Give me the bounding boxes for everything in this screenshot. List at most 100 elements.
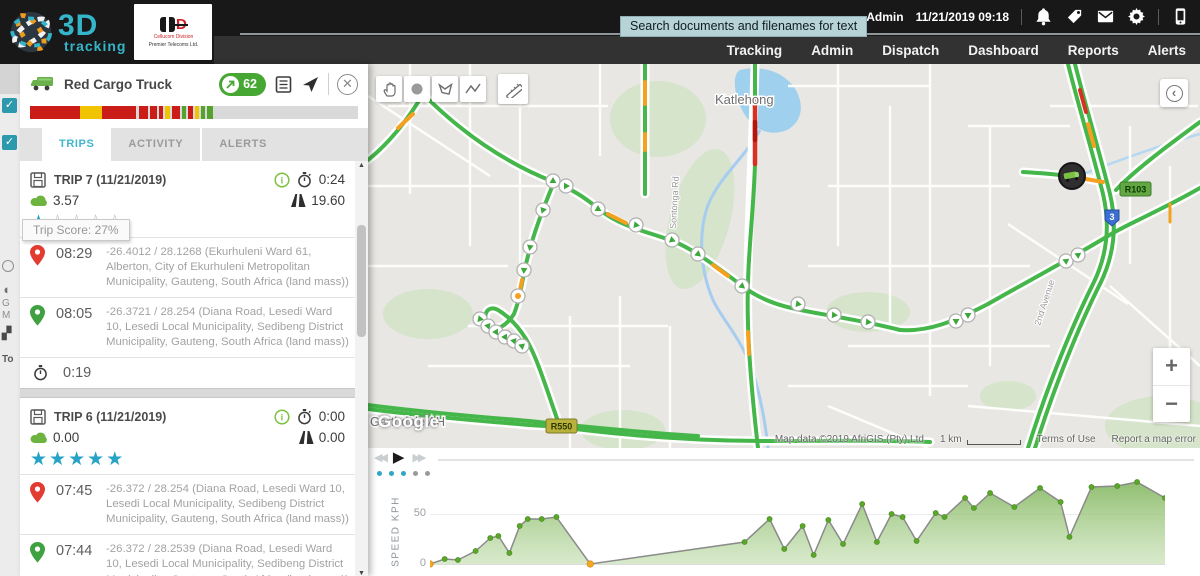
speed-point	[487, 535, 494, 541]
scroll-down-arrow[interactable]: ▼	[358, 570, 365, 576]
label-sontonga: Sontonga Rd	[668, 176, 681, 229]
speed-point	[586, 560, 594, 568]
user-name: Admin	[866, 9, 904, 24]
route-markers[interactable]	[472, 173, 1086, 354]
mail-icon[interactable]	[1096, 7, 1115, 26]
gear-icon[interactable]	[1127, 7, 1146, 26]
report-error-link[interactable]: Report a map error	[1111, 434, 1196, 445]
polygon-tool-button[interactable]	[432, 76, 458, 102]
zoom-out-button[interactable]: −	[1165, 390, 1178, 416]
brand-tracking: tracking	[64, 38, 127, 54]
scroll-up-arrow[interactable]: ▲	[358, 162, 365, 169]
route-marker	[628, 217, 644, 233]
trip-endpoint-row[interactable]: 07:45 -26.372 / 28.254 (Diana Road, Lese…	[20, 474, 355, 534]
route-marker	[960, 307, 976, 323]
info-icon[interactable]: i	[274, 409, 290, 425]
speed-point	[971, 505, 977, 511]
header-divider-bar2	[1158, 8, 1159, 25]
bg-text-g: G	[2, 298, 10, 309]
speed-point	[873, 539, 880, 545]
fuel-cloud-icon	[30, 432, 47, 444]
rewind-button[interactable]: ◀◀	[374, 451, 388, 464]
trips-list: TRIP 7 (11/21/2019) i 0:24	[20, 161, 368, 576]
zoom-in-button[interactable]: +	[1153, 348, 1190, 386]
score-badge[interactable]: 62	[219, 72, 266, 96]
nav-dispatch[interactable]: Dispatch	[882, 42, 940, 58]
locate-arrow-icon[interactable]	[301, 75, 320, 94]
nav-dashboard[interactable]: Dashboard	[968, 42, 1039, 58]
route-marker	[514, 338, 530, 354]
waypoint-address: -26.372 / 28.2539 (Diana Road, Lesedi Wa…	[106, 543, 349, 576]
truck-icon	[31, 77, 53, 91]
trip-startpoint-row[interactable]: 08:05 -26.3721 / 28.254 (Diana Road, Les…	[20, 297, 355, 357]
nav-tracking[interactable]: Tracking	[726, 42, 783, 58]
tag-icon[interactable]	[1065, 7, 1084, 26]
notepad-icon[interactable]	[274, 75, 293, 94]
speed-point	[810, 552, 817, 558]
trip-distance: 19.60	[311, 193, 345, 208]
speed-point	[1088, 484, 1095, 490]
vehicle-checkbox[interactable]: ✓	[2, 135, 17, 150]
trip-card-header[interactable]: TRIP 6 (11/21/2019) i 0:00	[20, 398, 355, 474]
nav-alerts[interactable]: Alerts	[1147, 42, 1186, 58]
speed-point	[987, 490, 993, 496]
tab-activity[interactable]: ACTIVITY	[128, 138, 184, 150]
start-pin-icon	[30, 542, 45, 563]
route-marker	[826, 307, 842, 323]
tab-alerts[interactable]: ALERTS	[200, 128, 284, 161]
idle-duration: 0:19	[63, 364, 92, 381]
distance-road-icon	[291, 194, 306, 207]
terms-link[interactable]: Terms of Use	[1036, 434, 1096, 445]
speed-point	[1057, 499, 1064, 505]
route-marker	[690, 246, 706, 262]
bell-icon[interactable]	[1034, 7, 1053, 26]
google-logo[interactable]: Google	[378, 412, 440, 431]
speed-point	[455, 557, 461, 563]
y-tick-0: 0	[419, 557, 426, 569]
route-marker	[516, 262, 532, 278]
header-divider-bar	[1021, 8, 1022, 25]
gridline-50	[430, 514, 1165, 515]
speed-point	[495, 533, 502, 539]
route-marker	[522, 239, 538, 255]
partner-logo: D Cellucom Division Premier Telecoms Ltd…	[134, 4, 213, 60]
partner-line2: Premier Telecoms Ltd.	[148, 41, 199, 48]
header-sep	[328, 73, 329, 95]
circle-tool-button[interactable]	[404, 76, 430, 102]
info-icon[interactable]: i	[274, 171, 290, 188]
svg-text:i: i	[280, 175, 283, 186]
pan-tool-button[interactable]	[376, 76, 402, 102]
binoculars-icon: ▞	[2, 326, 12, 340]
score-value: 62	[243, 77, 257, 91]
playback-speed-dots[interactable]	[377, 471, 430, 476]
brand-text: 3D tracking	[58, 11, 127, 54]
scrollbar-thumb[interactable]	[357, 225, 366, 337]
speed-point	[472, 548, 479, 554]
nav-reports[interactable]: Reports	[1067, 42, 1119, 58]
fast-forward-button[interactable]: ▶▶	[412, 451, 426, 464]
speed-point	[1037, 485, 1043, 491]
brand-logo[interactable]: 3D tracking D Cellucom Division Premier …	[0, 0, 214, 64]
trip-timeline-bar[interactable]	[30, 106, 358, 119]
measure-tool-button[interactable]	[498, 74, 528, 104]
nav-admin[interactable]: Admin	[811, 42, 854, 58]
mobile-icon[interactable]	[1171, 7, 1190, 26]
speed-point	[781, 546, 788, 552]
map-draw-toolbar	[376, 74, 528, 104]
vehicle-checkbox[interactable]: ✓	[2, 98, 17, 113]
speed-area-chart[interactable]	[430, 448, 1165, 576]
vehicle-name: Red Cargo Truck	[64, 76, 173, 92]
map-canvas[interactable]: R550 R103 3 Katlehong Garthdale AH Sonto…	[368, 64, 1200, 448]
speed-point	[825, 517, 832, 523]
playback-slider-track[interactable]	[438, 459, 1194, 461]
trip-endpoint-row[interactable]: 08:29 -26.4012 / 28.1268 (Ekurhuleni War…	[20, 237, 355, 297]
trips-scrollbar[interactable]: ▲ ▼	[355, 161, 368, 576]
tab-trips[interactable]: TRIPS	[42, 128, 112, 161]
polyline-tool-button[interactable]	[460, 76, 486, 102]
collapse-panel-button[interactable]: ‹	[1160, 79, 1188, 107]
close-panel-button[interactable]: ✕	[337, 73, 358, 95]
trip-star-rating[interactable]: ★★★★★	[30, 449, 126, 471]
play-button[interactable]: ▶	[392, 449, 405, 466]
vehicle-marker[interactable]	[1058, 162, 1086, 190]
trip-startpoint-row[interactable]: 07:44 -26.372 / 28.2539 (Diana Road, Les…	[20, 534, 355, 576]
